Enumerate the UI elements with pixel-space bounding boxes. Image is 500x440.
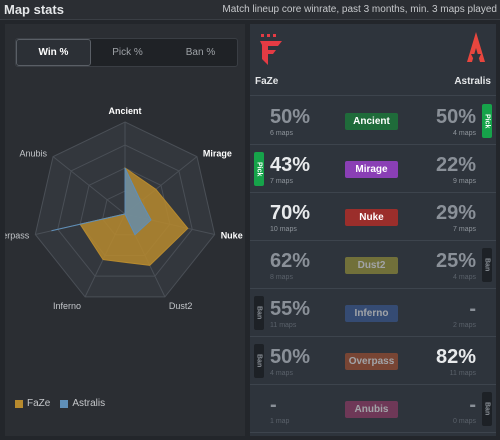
tab-pick-percent[interactable]: Pick % <box>112 47 143 58</box>
page-title: Map stats <box>4 2 64 17</box>
astralis-logo-icon <box>467 32 485 62</box>
ban-tag-left: Ban <box>254 296 264 330</box>
faze-winrate: 70% <box>270 202 311 224</box>
page-subtitle: Match lineup core winrate, past 3 months… <box>222 4 497 15</box>
astralis-winrate: - <box>469 394 476 416</box>
legend-item-faze[interactable]: FaZe <box>15 398 50 409</box>
astralis-maps-played: 4 maps <box>453 130 476 137</box>
astralis-maps-played: 11 maps <box>449 370 476 377</box>
map-row-mirage[interactable]: 43% 7 maps Mirage 22% 9 maps Pick <box>250 145 496 193</box>
map-stats-chart-panel: Win % Pick % Ban % Ancient Mirage Nuke Dust… <box>5 24 245 436</box>
legend-swatch-faze <box>15 399 23 408</box>
faze-maps-played: 4 maps <box>270 370 293 377</box>
axis-label-ancient: Ancient <box>108 106 141 116</box>
map-comparison-panel: FaZe Astralis 50% 6 maps Ancient 50% 4 maps P… <box>250 24 496 436</box>
map-row-dust2[interactable]: 62% 8 maps Dust2 25% 4 maps Ban <box>250 241 496 289</box>
faze-winrate: 50% <box>270 106 311 128</box>
faze-maps-played: 8 maps <box>270 274 293 281</box>
faze-winrate: 43% <box>270 154 311 176</box>
axis-label-mirage: Mirage <box>203 149 232 159</box>
radar-series-astralis <box>51 167 152 236</box>
axis-label-nuke: Nuke <box>221 230 243 240</box>
chart-legend: FaZe Astralis <box>15 398 105 409</box>
faze-winrate: 50% <box>270 346 311 368</box>
pick-tag-left: Pick <box>254 152 264 186</box>
ban-tag-right: Ban <box>482 392 492 426</box>
team-header: FaZe Astralis <box>250 24 496 96</box>
legend-label-faze: FaZe <box>27 398 51 409</box>
astralis-maps-played: 4 maps <box>453 274 476 281</box>
map-badge-nuke: Nuke <box>345 209 398 226</box>
map-row-nuke[interactable]: 70% 10 maps Nuke 29% 7 maps <box>250 193 496 241</box>
map-badge-ancient: Ancient <box>345 113 398 130</box>
astralis-maps-played: 0 maps <box>453 418 476 425</box>
radar-grid-ring <box>57 144 193 277</box>
faze-winrate: - <box>270 394 277 416</box>
faze-maps-played: 7 maps <box>270 178 293 185</box>
radar-chart: Ancient Mirage Nuke Dust2 Inferno Overpass Anu… <box>5 106 243 311</box>
header-bar: Map stats Match lineup core winrate, pas… <box>0 0 500 20</box>
ban-tag-right: Ban <box>482 248 492 282</box>
team-name-astralis: Astralis <box>454 76 491 87</box>
faze-maps-played: 6 maps <box>270 130 293 137</box>
faze-logo-icon <box>260 34 282 65</box>
astralis-winrate: 25% <box>435 250 476 272</box>
astralis-winrate: 29% <box>435 202 476 224</box>
faze-maps-played: 1 map <box>270 418 290 425</box>
team-name-faze: FaZe <box>255 76 279 87</box>
stat-tabs: Win % Pick % Ban % <box>15 38 238 67</box>
faze-maps-played: 10 maps <box>270 226 297 233</box>
axis-label-dust2: Dust2 <box>169 301 193 311</box>
faze-winrate: 55% <box>270 298 311 320</box>
map-badge-anubis: Anubis <box>345 401 398 418</box>
astralis-winrate: 22% <box>435 154 476 176</box>
map-row-ancient[interactable]: 50% 6 maps Ancient 50% 4 maps Pick <box>250 97 496 145</box>
astralis-maps-played: 9 maps <box>453 178 476 185</box>
map-row-anubis[interactable]: - 1 map Anubis - 0 maps Ban <box>250 385 496 433</box>
radar-spoke <box>52 156 126 215</box>
legend-item-astralis[interactable]: Astralis <box>60 398 105 409</box>
astralis-winrate: 82% <box>435 346 476 368</box>
tab-ban-percent[interactable]: Ban % <box>185 47 216 58</box>
map-badge-overpass: Overpass <box>345 353 398 370</box>
astralis-winrate: 50% <box>435 106 476 128</box>
pick-tag-right: Pick <box>482 104 492 138</box>
map-badge-inferno: Inferno <box>345 305 398 322</box>
legend-label-astralis: Astralis <box>72 398 106 409</box>
ban-tag-left: Ban <box>254 344 264 378</box>
legend-swatch-astralis <box>60 399 69 408</box>
astralis-winrate: - <box>469 298 476 320</box>
map-badge-dust2: Dust2 <box>345 257 398 274</box>
map-badge-mirage: Mirage <box>345 161 398 178</box>
axis-label-overpass: Overpass <box>5 230 30 240</box>
astralis-maps-played: 7 maps <box>453 226 476 233</box>
astralis-maps-played: 2 maps <box>453 322 476 329</box>
faze-winrate: 62% <box>270 250 311 272</box>
tab-win-percent[interactable]: Win % <box>16 39 91 66</box>
map-row-inferno[interactable]: 55% 11 maps Inferno - 2 maps Ban <box>250 289 496 337</box>
faze-maps-played: 11 maps <box>270 322 297 329</box>
axis-label-anubis: Anubis <box>20 149 48 159</box>
map-row-overpass[interactable]: 50% 4 maps Overpass 82% 11 maps Ban <box>250 337 496 385</box>
axis-label-inferno: Inferno <box>53 301 81 311</box>
